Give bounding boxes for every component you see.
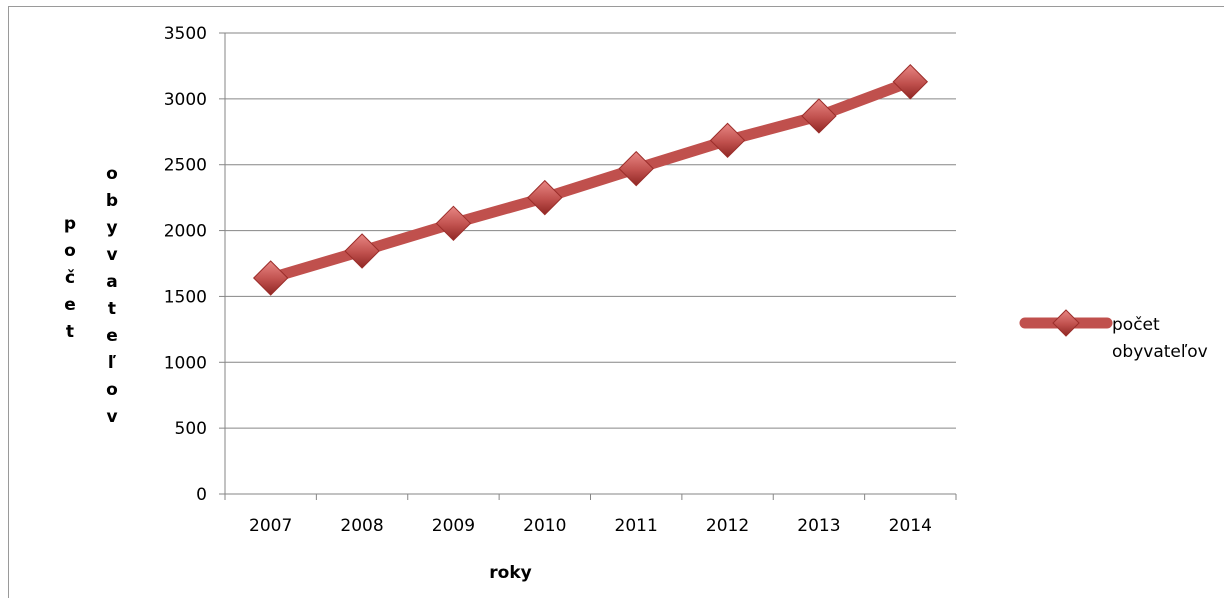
y-axis-title-letter: ľ	[108, 353, 117, 373]
x-tick-label: 2010	[523, 516, 566, 536]
x-axis-title: roky	[489, 563, 531, 583]
data-point-marker	[344, 233, 380, 269]
legend-label: počet	[1112, 315, 1160, 335]
data-point-marker	[252, 260, 289, 296]
data-point-marker	[801, 98, 837, 134]
data-point-marker	[709, 122, 746, 159]
y-axis-title: obyvateľov	[106, 164, 118, 427]
y-axis-title-letter: o	[106, 380, 118, 400]
y-tick-label: 1000	[164, 353, 207, 373]
y-axis-title-letter: t	[108, 299, 116, 319]
y-tick-label: 0	[196, 485, 207, 505]
x-tick-label: 2007	[249, 516, 292, 536]
y-axis-title-letter: b	[106, 191, 118, 211]
y-axis-title-letter: o	[64, 241, 76, 261]
y-axis-title-letter: v	[106, 407, 117, 427]
data-point-marker	[435, 205, 472, 242]
chart-frame	[8, 6, 1224, 598]
data-point-marker	[892, 64, 929, 100]
y-axis-title-letter: o	[106, 164, 118, 184]
y-axis-title-letter: p	[64, 214, 76, 234]
x-tick-label: 2008	[340, 516, 383, 536]
y-axis-title-letter: e	[64, 295, 76, 315]
x-tick-label: 2014	[889, 516, 932, 536]
data-point-marker	[618, 150, 654, 187]
y-tick-label: 3500	[164, 24, 207, 44]
y-tick-label: 1500	[164, 287, 207, 307]
labels: 0 500 1000 1500 2000 2500 3000 3500 2007 2008 2009…	[64, 24, 932, 583]
y-axis-title-letter: e	[106, 326, 118, 346]
gridlines	[225, 32, 956, 429]
series-layer	[252, 64, 929, 296]
y-axis-title-letter: v	[106, 245, 117, 265]
y-tick-label: 2000	[164, 222, 207, 242]
x-tick-label: 2011	[615, 516, 658, 536]
y-tick-label: 2500	[164, 156, 207, 176]
y-tick-label: 500	[175, 419, 207, 439]
legend-label: obyvateľov	[1112, 342, 1208, 362]
x-tick-label: 2012	[706, 516, 749, 536]
y-axis-title-letter: č	[65, 268, 75, 288]
data-point-marker	[527, 179, 563, 216]
y-axis-title: počet	[64, 214, 76, 342]
y-tick-label: 3000	[164, 90, 207, 110]
x-tick-label: 2013	[797, 516, 840, 536]
y-axis-title-letter: a	[106, 272, 117, 292]
series-line	[265, 76, 916, 284]
y-axis-title-letter: t	[66, 322, 74, 342]
axes	[219, 32, 957, 500]
legend-marker-swatch	[1052, 309, 1080, 337]
x-tick-label: 2009	[432, 516, 475, 536]
y-axis-title-letter: y	[106, 218, 117, 238]
legend: počet obyvateľov	[1019, 309, 1208, 362]
